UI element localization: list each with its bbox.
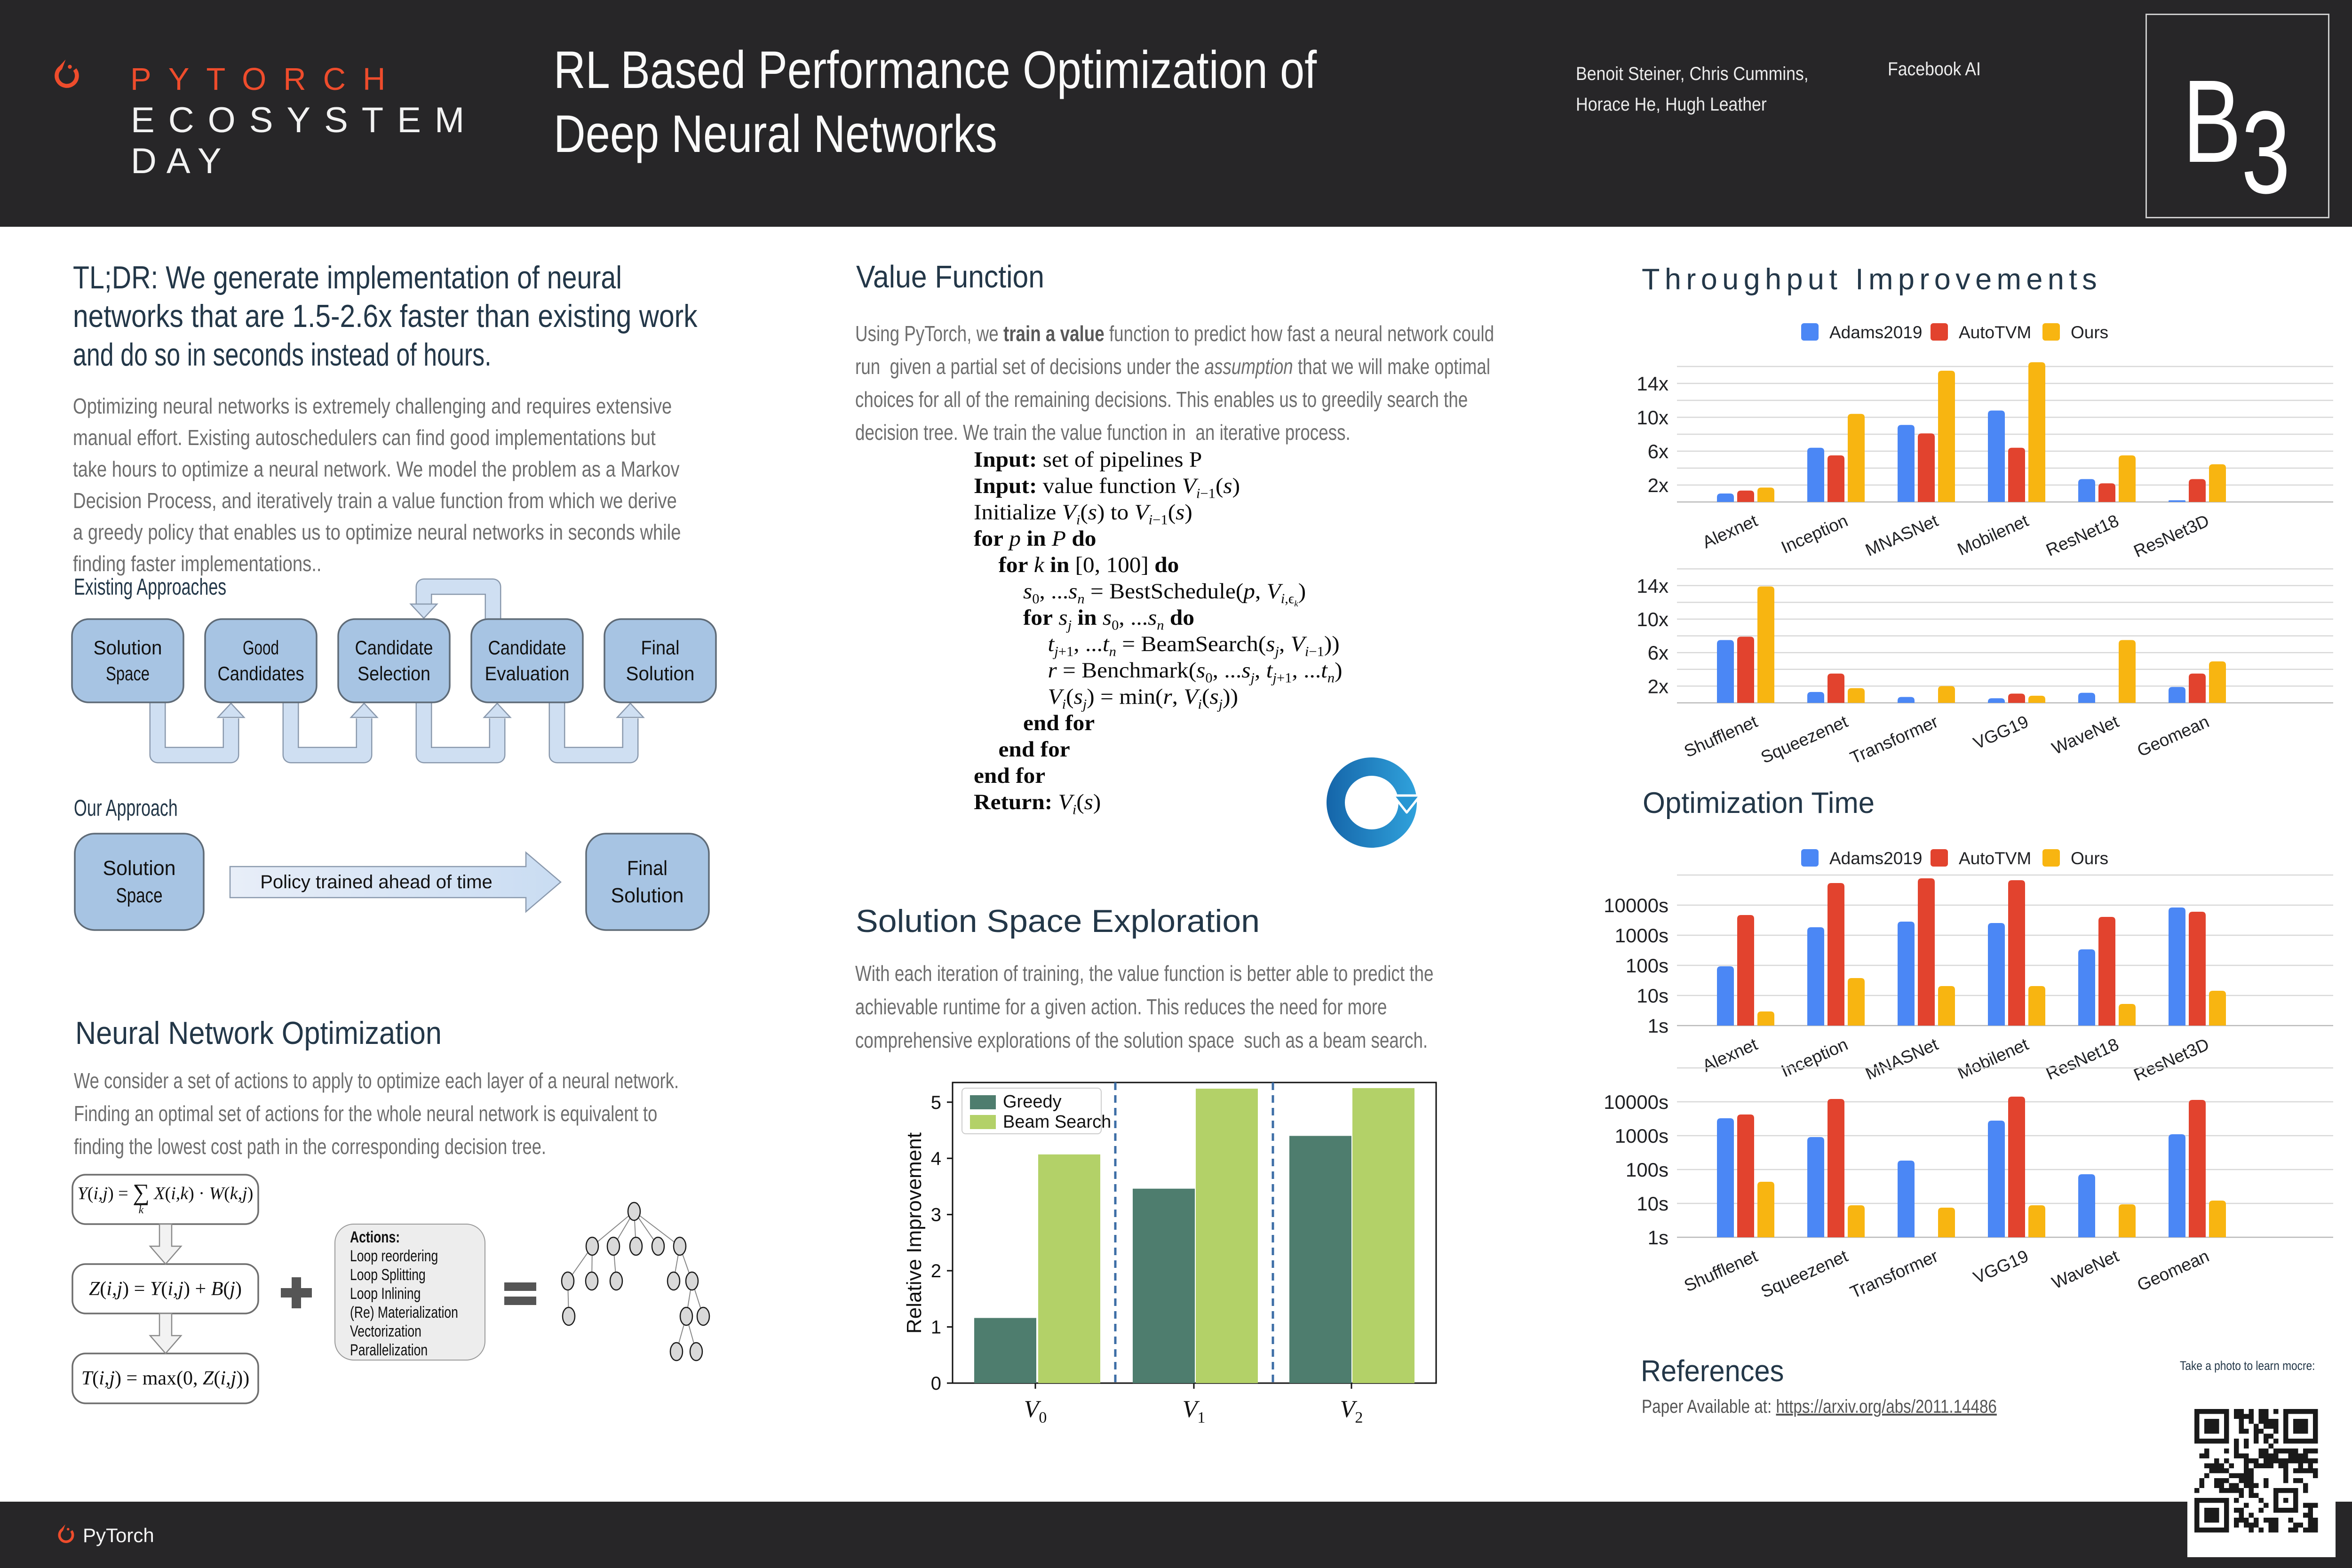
svg-text:Squeezenet: Squeezenet: [1758, 1246, 1851, 1302]
svg-text:6x: 6x: [1648, 440, 1669, 462]
svg-text:100s: 100s: [1626, 1159, 1669, 1181]
svg-text:0: 0: [931, 1373, 941, 1394]
svg-text:Shufflenet: Shufflenet: [1681, 1246, 1761, 1296]
svg-text:WaveNet: WaveNet: [2049, 712, 2122, 758]
svg-text:Final: Final: [627, 857, 667, 880]
svg-text:Relative Improvement: Relative Improvement: [903, 1132, 926, 1334]
svg-text:Ours: Ours: [2071, 323, 2108, 342]
svg-text:ResNet3D: ResNet3D: [2131, 511, 2212, 561]
svg-text:3: 3: [931, 1205, 941, 1226]
svg-text:MNASNet: MNASNet: [1862, 511, 1941, 560]
svg-text:Candidate: Candidate: [488, 637, 566, 659]
svg-text:10s: 10s: [1637, 1193, 1669, 1215]
svg-text:1s: 1s: [1648, 1015, 1669, 1037]
svg-text:Alexnet: Alexnet: [1700, 1035, 1761, 1076]
svg-text:2x: 2x: [1648, 675, 1669, 697]
svg-text:AutoTVM: AutoTVM: [1959, 849, 2031, 868]
svg-text:Solution: Solution: [94, 637, 162, 659]
svg-text:6x: 6x: [1648, 642, 1669, 664]
svg-text:1s: 1s: [1648, 1226, 1669, 1249]
svg-text:Transformer: Transformer: [1847, 1246, 1941, 1302]
svg-text:Inception: Inception: [1778, 1035, 1851, 1081]
svg-text:2x: 2x: [1648, 474, 1669, 496]
svg-text:1000s: 1000s: [1615, 924, 1669, 947]
svg-text:Policy trained ahead of time: Policy trained ahead of time: [260, 872, 493, 892]
svg-text:10000s: 10000s: [1604, 894, 1669, 916]
svg-text:4: 4: [931, 1148, 941, 1169]
svg-text:10000s: 10000s: [1604, 1091, 1669, 1113]
svg-text:Evaluation: Evaluation: [485, 662, 570, 685]
svg-text:1: 1: [931, 1317, 941, 1338]
svg-text:10x: 10x: [1637, 406, 1669, 429]
svg-text:14x: 14x: [1637, 373, 1669, 395]
svg-text:10s: 10s: [1637, 985, 1669, 1007]
svg-text:Good: Good: [243, 637, 279, 659]
svg-text:Mobilenet: Mobilenet: [1955, 1035, 2032, 1083]
svg-text:Geomean: Geomean: [2134, 1246, 2212, 1295]
svg-text:Geomean: Geomean: [2134, 712, 2212, 761]
svg-text:Final: Final: [641, 637, 680, 659]
svg-text:AutoTVM: AutoTVM: [1959, 323, 2031, 342]
svg-text:Beam Search: Beam Search: [1003, 1112, 1111, 1132]
svg-text:Solution: Solution: [611, 884, 684, 907]
svg-text:Solution: Solution: [626, 662, 695, 685]
svg-text:Greedy: Greedy: [1003, 1092, 1062, 1112]
svg-text:Space: Space: [116, 884, 163, 907]
svg-text:ResNet18: ResNet18: [2043, 511, 2122, 560]
svg-text:VGG19: VGG19: [1971, 712, 2031, 753]
svg-text:2: 2: [931, 1261, 941, 1281]
svg-text:Adams2019: Adams2019: [1829, 323, 1922, 342]
svg-text:ResNet3D: ResNet3D: [2131, 1035, 2212, 1085]
svg-text:Solution: Solution: [103, 857, 176, 880]
svg-text:Candidates: Candidates: [218, 662, 304, 685]
svg-text:Transformer: Transformer: [1847, 712, 1941, 768]
svg-text:Squeezenet: Squeezenet: [1758, 712, 1851, 767]
svg-text:ResNet18: ResNet18: [2043, 1035, 2122, 1083]
svg-text:Space: Space: [106, 662, 150, 685]
svg-text:Adams2019: Adams2019: [1829, 849, 1922, 868]
svg-text:Ours: Ours: [2071, 849, 2108, 868]
svg-text:WaveNet: WaveNet: [2049, 1246, 2122, 1293]
svg-text:Candidate: Candidate: [355, 637, 433, 659]
svg-text:5: 5: [931, 1092, 941, 1113]
svg-text:MNASNet: MNASNet: [1862, 1035, 1941, 1084]
svg-text:14x: 14x: [1637, 575, 1669, 597]
svg-text:VGG19: VGG19: [1971, 1246, 2031, 1288]
svg-text:100s: 100s: [1626, 955, 1669, 977]
svg-text:1000s: 1000s: [1615, 1125, 1669, 1147]
svg-text:Mobilenet: Mobilenet: [1955, 511, 2032, 559]
svg-text:Inception: Inception: [1778, 511, 1851, 557]
svg-text:Alexnet: Alexnet: [1700, 511, 1761, 552]
svg-text:Shufflenet: Shufflenet: [1681, 712, 1761, 761]
svg-text:10x: 10x: [1637, 608, 1669, 630]
svg-text:Selection: Selection: [358, 662, 430, 685]
